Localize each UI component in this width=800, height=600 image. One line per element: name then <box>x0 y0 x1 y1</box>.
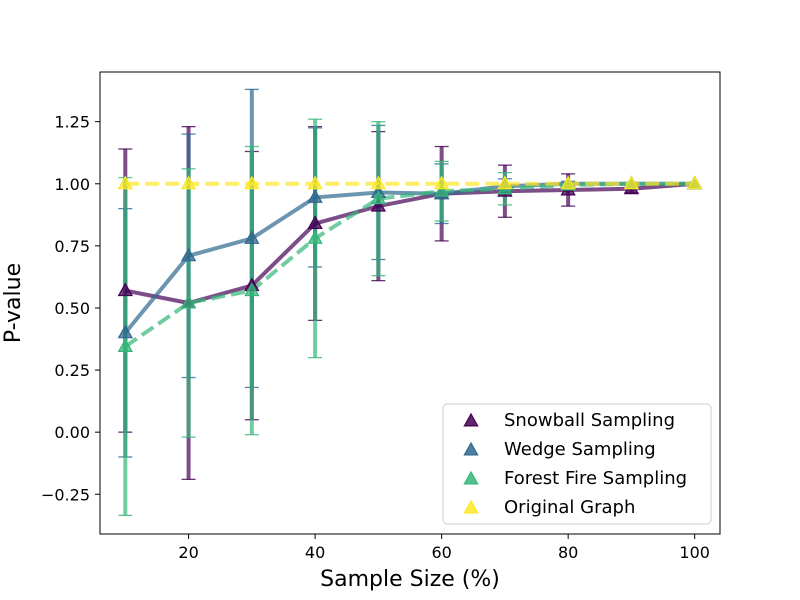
original-graph-point <box>180 175 197 190</box>
wedge-sampling-line <box>123 181 695 335</box>
original-graph-point <box>244 175 260 190</box>
snowball-sampling-point <box>117 282 133 297</box>
y-axis-label: P-value <box>1 263 26 343</box>
legend-label: Original Graph <box>504 497 635 518</box>
wedge-sampling-point <box>117 324 133 339</box>
legend-marker <box>463 441 479 456</box>
original-graph-point <box>560 175 576 190</box>
legend-label: Wedge Sampling <box>504 439 656 460</box>
x-tick-label: 100 <box>679 543 710 562</box>
original-graph-point <box>307 175 323 190</box>
snowball-sampling-point <box>307 215 323 230</box>
y-tick-label: −0.25 <box>41 485 90 504</box>
legend-label: Snowball Sampling <box>504 410 675 431</box>
x-tick-label: 20 <box>178 543 198 562</box>
plot-frame <box>99 71 721 535</box>
y-tick-label: 0.25 <box>54 361 90 380</box>
snowball-sampling-point <box>370 197 387 212</box>
legend-marker <box>463 412 479 427</box>
legend-marker <box>463 499 479 514</box>
forest-fire-sampling-line <box>124 181 695 349</box>
legend: Snowball Sampling Wedge Sampling Forest Fi… <box>442 403 712 525</box>
x-axis: 20 40 60 80 100 <box>178 534 710 562</box>
wedge-sampling-point <box>307 189 323 203</box>
forest-fire-sampling-point <box>307 230 323 244</box>
snowball-sampling-line <box>124 181 695 305</box>
original-graph-point <box>623 175 640 190</box>
y-tick-label: 0.50 <box>54 299 90 318</box>
series-markers <box>117 175 703 352</box>
original-graph-point <box>370 175 387 190</box>
forest-fire-sampling-point <box>370 190 387 205</box>
legend-marker <box>463 470 479 485</box>
original-graph-point <box>117 175 133 190</box>
y-tick-label: 1.25 <box>54 113 90 132</box>
x-tick-label: 80 <box>558 543 578 562</box>
legend-label: Forest Fire Sampling <box>504 468 687 489</box>
original-graph-point <box>433 175 450 190</box>
y-tick-label: 1.00 <box>54 175 90 194</box>
x-tick-label: 40 <box>305 543 325 562</box>
series-lines <box>123 181 695 349</box>
forest-fire-sampling-point <box>180 294 197 309</box>
legend-box <box>442 403 712 525</box>
y-tick-label: 0.75 <box>54 237 90 256</box>
y-axis: −0.25 0.00 0.25 0.50 0.75 1.00 1.25 <box>41 113 100 504</box>
wedge-sampling-point <box>244 230 260 244</box>
x-tick-label: 60 <box>431 543 451 562</box>
forest-fire-sampling-point <box>433 182 450 197</box>
y-tick-label: 0.00 <box>54 423 90 442</box>
forest-fire-sampling-point <box>117 338 133 352</box>
x-axis-label: Sample Size (%) <box>320 567 500 592</box>
original-graph-point <box>497 175 513 190</box>
forest-fire-sampling-point <box>244 282 260 297</box>
original-graph-point <box>687 175 703 190</box>
wedge-sampling-point <box>180 247 197 262</box>
